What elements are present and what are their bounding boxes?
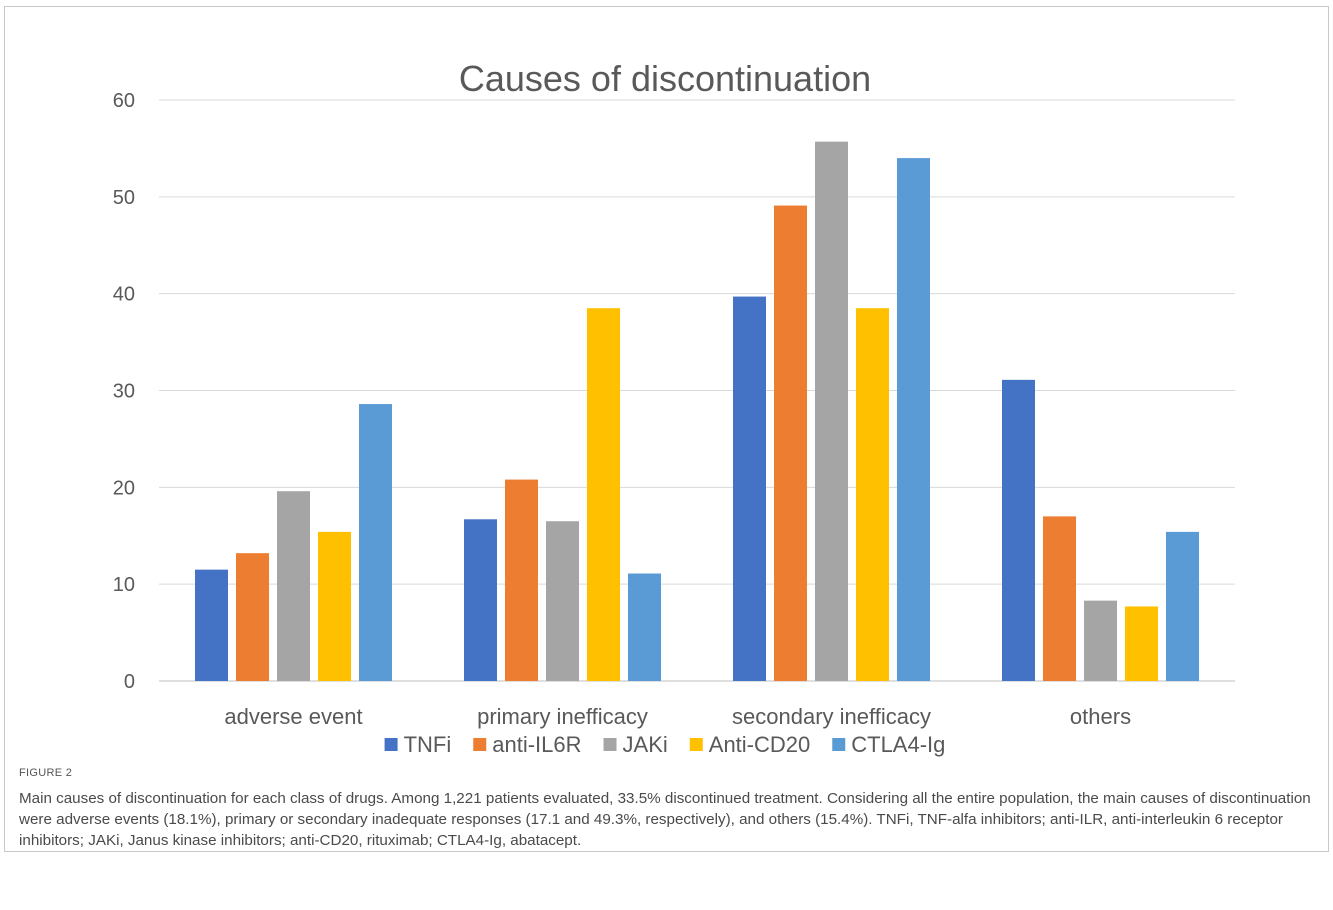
chart-title: Causes of discontinuation (459, 58, 871, 99)
bar-jaki (277, 491, 310, 681)
y-tick-label: 60 (113, 90, 135, 112)
bar-jaki (546, 521, 579, 681)
bars (195, 141, 1199, 682)
bar-anti-cd20 (318, 531, 351, 681)
figure-label: FIGURE 2 (19, 767, 73, 779)
bar-anti-il6r (236, 553, 269, 681)
x-category-label: secondary inefficacy (732, 704, 931, 729)
bar-anti-il6r (1043, 516, 1076, 681)
bar-tnfi (1002, 379, 1035, 681)
bar-anti-cd20 (856, 308, 889, 681)
bar-anti-cd20 (587, 308, 620, 681)
bar-tnfi (733, 296, 766, 681)
y-tick-label: 30 (113, 381, 135, 403)
bar-tnfi (464, 519, 497, 681)
legend-label: TNFi (404, 732, 452, 757)
y-axis-ticks: 0 10 20 30 40 50 60 (113, 90, 135, 693)
bar-jaki (815, 141, 848, 682)
y-tick-label: 50 (113, 187, 135, 209)
bar-anti-il6r (774, 205, 807, 681)
bar-anti-il6r (505, 479, 538, 681)
bar-ctla4-ig (628, 573, 661, 681)
legend-swatch (384, 738, 398, 751)
legend: TNFi anti-IL6R JAKi Anti-CD20 CTLA4-Ig (384, 732, 945, 757)
bar-tnfi (195, 569, 228, 681)
bar-jaki (1084, 600, 1117, 681)
x-category-label: primary inefficacy (477, 704, 648, 729)
legend-label: anti-IL6R (492, 732, 581, 757)
bar-ctla4-ig (897, 158, 930, 682)
figure-frame: Causes of discontinuation 0 10 20 30 40 50 60 … (4, 6, 1329, 852)
figure-caption: Main causes of discontinuation for each … (19, 790, 1311, 849)
y-tick-label: 40 (113, 284, 135, 306)
legend-swatch (603, 738, 617, 751)
bar-chart: Causes of discontinuation 0102030405060 … (113, 58, 1235, 757)
legend-label: Anti-CD20 (709, 732, 810, 757)
y-tick-label: 10 (113, 574, 135, 596)
legend-label: JAKi (623, 732, 668, 757)
bar-anti-cd20 (1125, 606, 1158, 681)
legend-label: CTLA4-Ig (851, 732, 945, 757)
x-category-label: others (1070, 704, 1131, 729)
legend-swatch (689, 738, 703, 751)
y-tick-label: 20 (113, 477, 135, 499)
y-tick-label: 0 (124, 671, 135, 693)
legend-swatch (473, 738, 487, 751)
bar-ctla4-ig (359, 404, 392, 681)
x-axis-categories: adverse event primary inefficacy secondary… (224, 704, 1131, 729)
legend-swatch (832, 738, 846, 751)
bar-ctla4-ig (1166, 531, 1199, 681)
x-category-label: adverse event (224, 704, 362, 729)
